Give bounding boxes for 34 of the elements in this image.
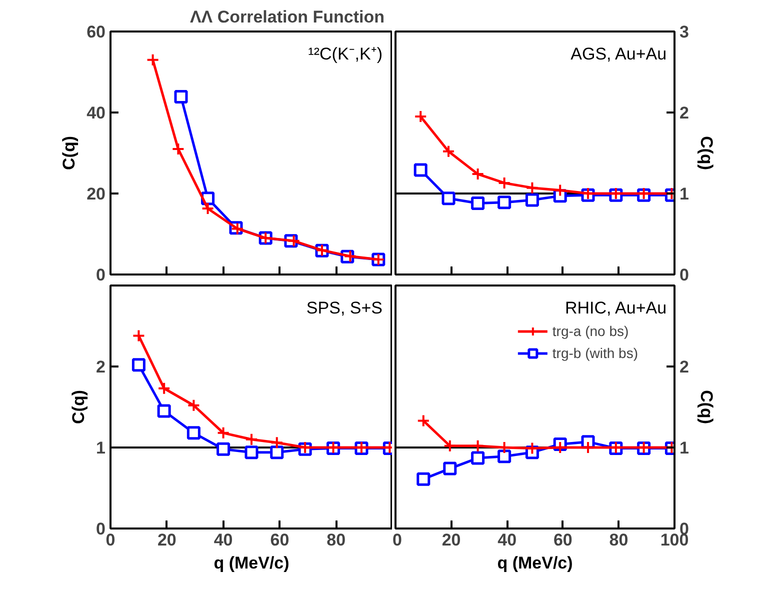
y-axis-title: C(q) <box>696 136 716 170</box>
y-axis-title: C(q) <box>69 390 88 424</box>
y-axis-title: C(q) <box>696 390 716 424</box>
y-tick-label: 40 <box>86 104 106 122</box>
x-tick-label: 40 <box>214 530 233 550</box>
x-axis-title: q (MeV/c) <box>214 554 290 572</box>
x-tick-label: 40 <box>498 530 517 550</box>
annotation: AGS, Au+Au <box>570 44 667 64</box>
y-tick-label: 1 <box>96 438 106 458</box>
y-tick-label: 1 <box>680 184 689 204</box>
x-tick-label: 60 <box>553 530 572 550</box>
y-tick-label: 0 <box>680 266 689 284</box>
x-tick-label: 60 <box>270 530 290 550</box>
legend-label: trg-a (no bs) <box>552 323 629 339</box>
x-tick-label: 20 <box>157 530 176 550</box>
x-tick-label: 0 <box>392 530 402 550</box>
x-tick-label: 20 <box>442 530 461 550</box>
annotation: ¹²C(K⁻,K⁺) <box>308 44 383 64</box>
annotation: RHIC, Au+Au <box>564 298 667 318</box>
chart-title: ΛΛ Correlation Function <box>190 8 384 26</box>
x-axis-title: q (MeV/c) <box>497 554 573 572</box>
annotation: SPS, S+S <box>306 298 383 318</box>
y-tick-label: 2 <box>96 358 106 376</box>
x-tick-label: 80 <box>326 530 346 550</box>
legend-label: trg-b (with bs) <box>552 345 638 361</box>
y-axis-title: C(q) <box>60 136 79 170</box>
y-tick-label: 0 <box>96 266 106 284</box>
x-tick-label: 80 <box>609 530 628 550</box>
y-tick-label: 2 <box>680 104 689 122</box>
y-tick-label: 2 <box>680 358 689 376</box>
y-tick-label: 20 <box>86 184 106 204</box>
y-tick-label: 3 <box>680 22 689 42</box>
y-tick-label: 1 <box>680 438 689 458</box>
y-tick-label: 60 <box>86 22 106 42</box>
